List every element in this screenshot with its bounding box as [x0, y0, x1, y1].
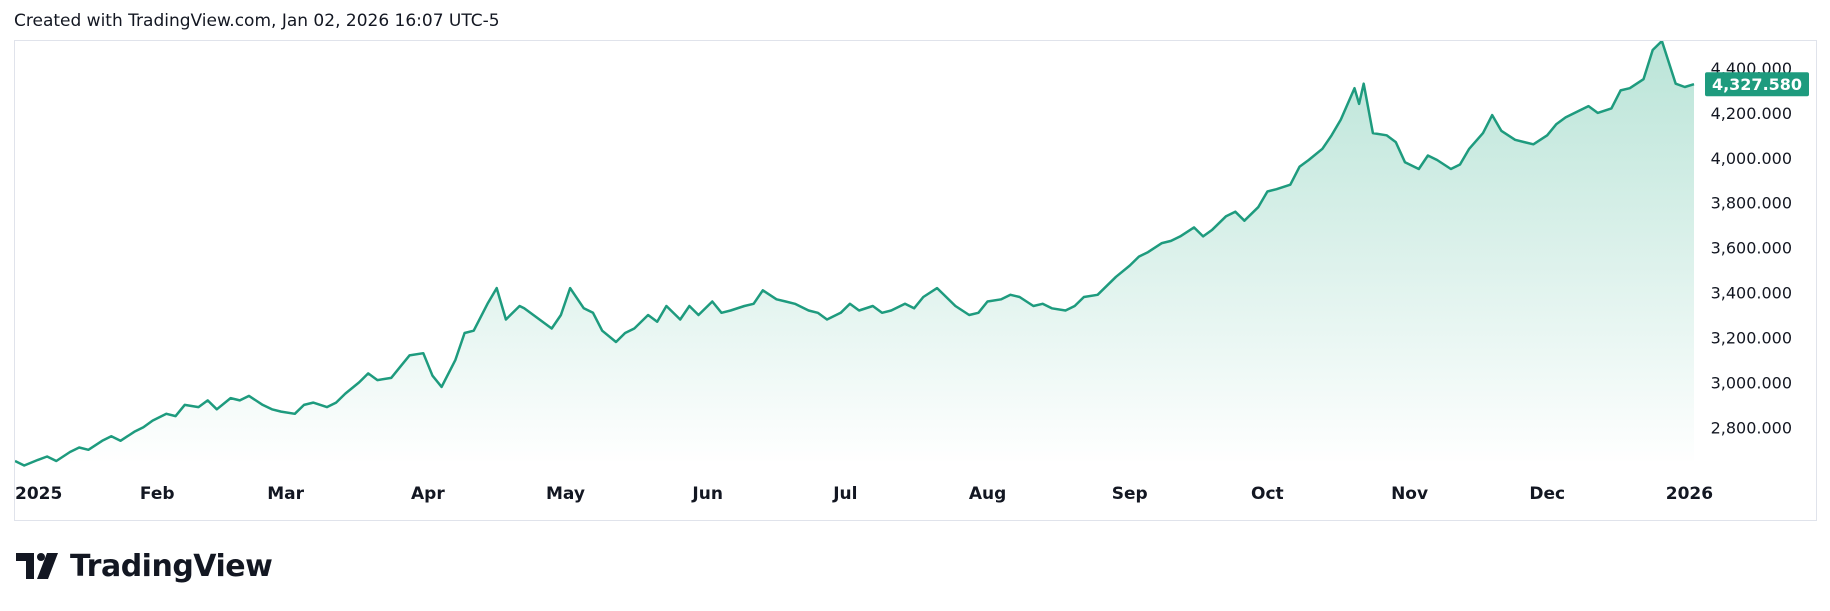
- chart-panel[interactable]: 2,800.000 3,000.000 3,200.000 3,400.000 3,60…: [14, 40, 1817, 521]
- y-tick-label: 3,600.000: [1711, 239, 1792, 258]
- y-tick-label: 3,200.000: [1711, 328, 1792, 347]
- y-tick-label: 3,400.000: [1711, 284, 1792, 303]
- x-tick-label: Sep: [1112, 484, 1148, 504]
- price-chart[interactable]: 2,800.000 3,000.000 3,200.000 3,400.000 3,60…: [15, 41, 1818, 522]
- x-tick-label: Oct: [1251, 484, 1284, 504]
- x-tick-label: Jul: [832, 484, 857, 504]
- y-tick-label: 4,000.000: [1711, 149, 1792, 168]
- series-line: [15, 41, 1695, 467]
- x-tick-label: Dec: [1529, 484, 1565, 504]
- x-tick-label: 2026: [1666, 484, 1713, 504]
- x-tick-label: Apr: [411, 484, 445, 504]
- last-value-badge: [1705, 72, 1809, 97]
- x-tick-label: Mar: [267, 484, 304, 504]
- y-tick-label: 3,800.000: [1711, 194, 1792, 213]
- chart-caption: Created with TradingView.com, Jan 02, 20…: [14, 11, 500, 31]
- brand-footer[interactable]: TradingView: [16, 548, 273, 584]
- y-tick-label: 3,000.000: [1711, 373, 1792, 392]
- x-tick-label: Aug: [969, 484, 1006, 504]
- x-tick-label: May: [546, 484, 585, 504]
- series-area: [15, 41, 1694, 466]
- x-tick-label: 2025: [15, 484, 62, 504]
- y-tick-label: 2,800.000: [1711, 418, 1792, 437]
- x-tick-label: Jun: [691, 484, 723, 504]
- brand-name: TradingView: [70, 548, 273, 584]
- y-tick-label: 4,200.000: [1711, 104, 1792, 123]
- last-value-label: 4,327.580: [1712, 75, 1802, 94]
- tradingview-logo-icon: [16, 553, 58, 579]
- x-tick-label: Nov: [1391, 484, 1428, 504]
- x-tick-label: Feb: [140, 484, 175, 504]
